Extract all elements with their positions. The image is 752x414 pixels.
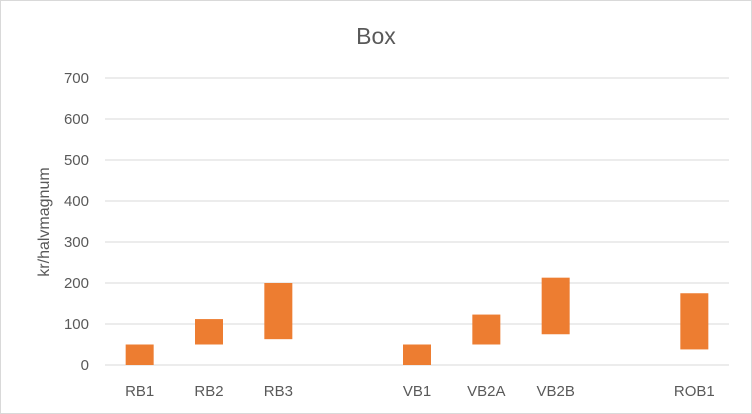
range-bar: [403, 344, 431, 365]
chart-title: Box: [356, 23, 396, 49]
category-label: VB2B: [536, 383, 574, 400]
category-label: VB2A: [467, 383, 505, 400]
category-label: ROB1: [674, 383, 715, 400]
range-bar: [264, 283, 293, 340]
category-label: RB1: [125, 383, 154, 400]
range-bar: [472, 314, 501, 345]
category-label: RB3: [264, 383, 293, 400]
y-tick-label: 400: [64, 193, 89, 210]
x-axis-categories: RB1 RB2 RB3 VB1 VB2A VB2B ROB1: [125, 383, 715, 400]
category-label: RB2: [194, 383, 223, 400]
range-bar: [680, 293, 709, 350]
y-tick-label: 100: [64, 316, 89, 333]
range-bar: [195, 319, 223, 345]
y-tick-label: 0: [81, 357, 89, 374]
y-tick-label: 500: [64, 152, 89, 169]
y-tick-label: 700: [64, 70, 89, 87]
y-tick-label: 300: [64, 234, 89, 251]
y-axis-ticks: 0 100 200 300 400 500 600 700: [64, 70, 89, 374]
y-axis-label: kr/halvmagnum: [36, 167, 53, 276]
range-bar: [125, 344, 154, 365]
y-tick-label: 600: [64, 111, 89, 128]
range-bar: [541, 277, 570, 335]
category-label: VB1: [403, 383, 431, 400]
y-tick-label: 200: [64, 275, 89, 292]
bars: [125, 277, 709, 365]
